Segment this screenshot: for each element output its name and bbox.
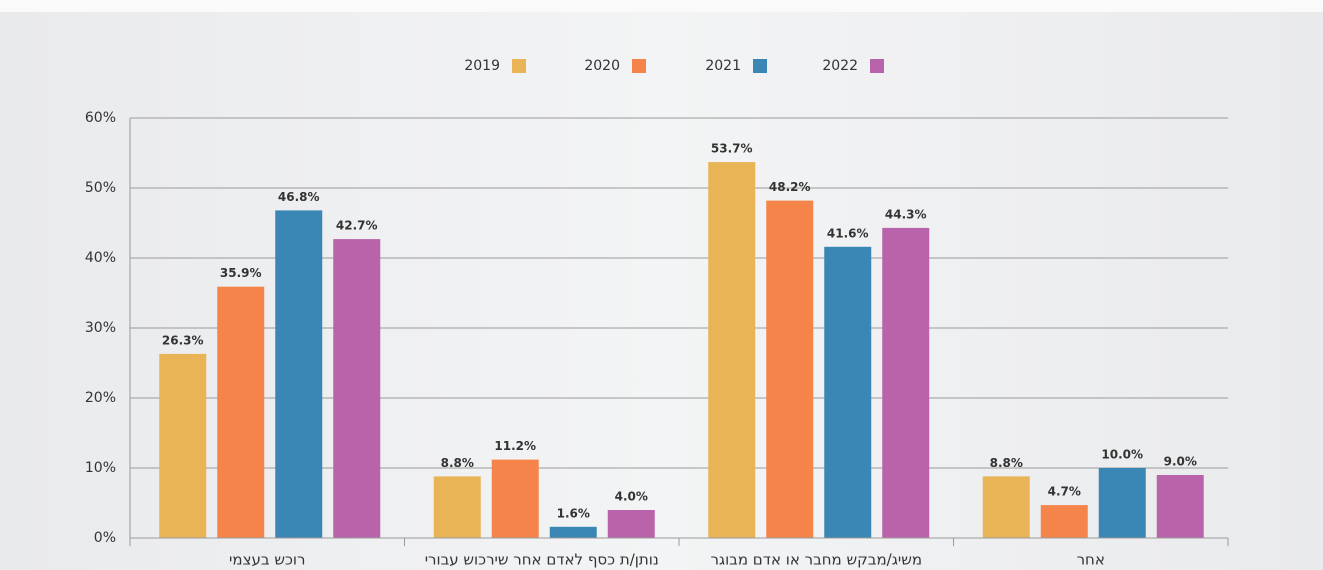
value-label: 35.9% [220,266,262,280]
legend-label: 2019 [464,58,500,74]
y-tick-label: 30% [85,320,116,336]
y-tick-label: 10% [85,460,116,476]
value-label: 11.2% [494,439,536,453]
bar [824,246,872,539]
bar [275,210,323,538]
bar [491,459,539,538]
value-label: 44.3% [885,207,927,221]
bar [1040,505,1088,538]
legend-swatch [512,59,526,73]
bar [708,162,756,538]
x-tick-label: רוכש בעצמי [229,551,305,569]
y-tick-label: 50% [85,180,116,196]
value-label: 9.0% [1164,455,1197,469]
bar [433,476,481,538]
value-label: 41.6% [827,226,869,240]
bar [982,476,1030,538]
value-label: 4.0% [615,490,648,504]
value-label: 10.0% [1101,448,1143,462]
value-label: 42.7% [336,219,378,233]
value-label: 1.6% [557,506,590,520]
legend-label: 2021 [705,58,741,74]
value-label: 48.2% [769,180,811,194]
legend-swatch [870,59,884,73]
y-tick-label: 0% [94,530,116,546]
x-tick-label: משיג/מבקש מחבר או אדם מבוגר [710,551,922,569]
legend-label: 2020 [584,58,620,74]
value-label: 8.8% [990,456,1023,470]
bar [1098,468,1146,538]
value-label: 8.8% [441,456,474,470]
y-tick-label: 60% [85,110,116,126]
legend-swatch [753,59,767,73]
bar [766,200,814,538]
bar [882,227,930,538]
bar [159,353,207,538]
bar [607,510,655,538]
x-tick-label: נותן/ת כסף לאדם אחר שירכוש עבורי [425,551,659,569]
legend-label: 2022 [822,58,858,74]
value-label: 26.3% [162,333,204,347]
top-strip [0,0,1323,12]
y-tick-label: 20% [85,390,116,406]
x-tick-label: אחר [1077,551,1105,569]
value-label: 46.8% [278,190,320,204]
value-label: 4.7% [1048,485,1081,499]
bar [333,239,381,538]
value-label: 53.7% [711,142,753,156]
y-tick-label: 40% [85,250,116,266]
legend-swatch [632,59,646,73]
bar [217,286,265,538]
bar [1156,475,1204,538]
bar [549,526,597,538]
